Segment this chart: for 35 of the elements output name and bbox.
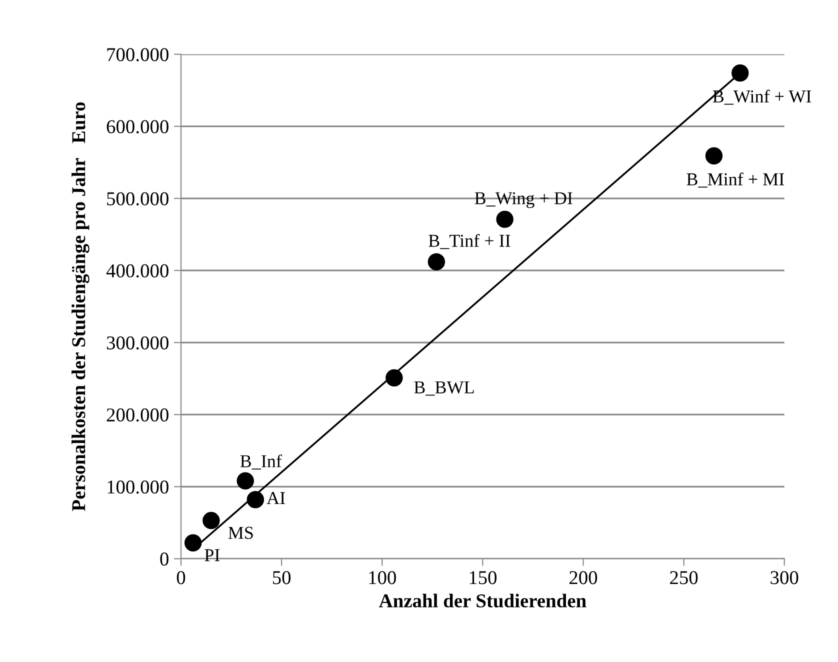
- annotation: MS: [228, 526, 253, 539]
- annotation: B_Minf + MI: [686, 172, 784, 188]
- x-tick-label: 300: [770, 571, 798, 584]
- annotation: PI: [204, 549, 220, 562]
- annotation: B_BWL: [414, 381, 474, 396]
- annotation: B_Winf + WI: [712, 90, 812, 105]
- point: [184, 534, 202, 552]
- point: [705, 147, 723, 165]
- x-tick-label: 100: [369, 571, 396, 584]
- annotation: B_Wing + DI: [474, 192, 572, 208]
- x-tick-label: 250: [670, 571, 698, 584]
- y-tick-label: 0: [160, 552, 168, 566]
- point: [496, 210, 514, 228]
- point: [202, 512, 220, 530]
- y-tick-label: 600.000: [106, 120, 168, 134]
- annotation: AI: [266, 492, 285, 504]
- y-axis-title: Personalkosten der Studiengänge pro Jahr Euro: [72, 102, 90, 512]
- x-tick-label: 0: [176, 571, 186, 584]
- y-tick-label: 400.000: [106, 264, 168, 278]
- y-tick-label: 700.000: [107, 48, 168, 62]
- annotation: B_Tinf + II: [428, 234, 510, 250]
- point: [732, 64, 749, 82]
- annotation: B_Inf: [240, 454, 282, 470]
- y-tick-label: 500.000: [107, 192, 168, 206]
- x-tick-label: 200: [570, 571, 598, 584]
- x-axis-title: Anzahl der Studierenden: [378, 594, 586, 608]
- point: [236, 472, 254, 490]
- point: [386, 369, 403, 386]
- x-tick-label: 150: [470, 571, 497, 584]
- y-tick-label: 100.000: [108, 480, 168, 494]
- x-tick-label: 50: [272, 571, 291, 584]
- point: [428, 253, 446, 270]
- point: [246, 491, 264, 508]
- y-tick-label: 200.000: [106, 408, 168, 422]
- y-tick-label: 300.000: [106, 336, 168, 350]
